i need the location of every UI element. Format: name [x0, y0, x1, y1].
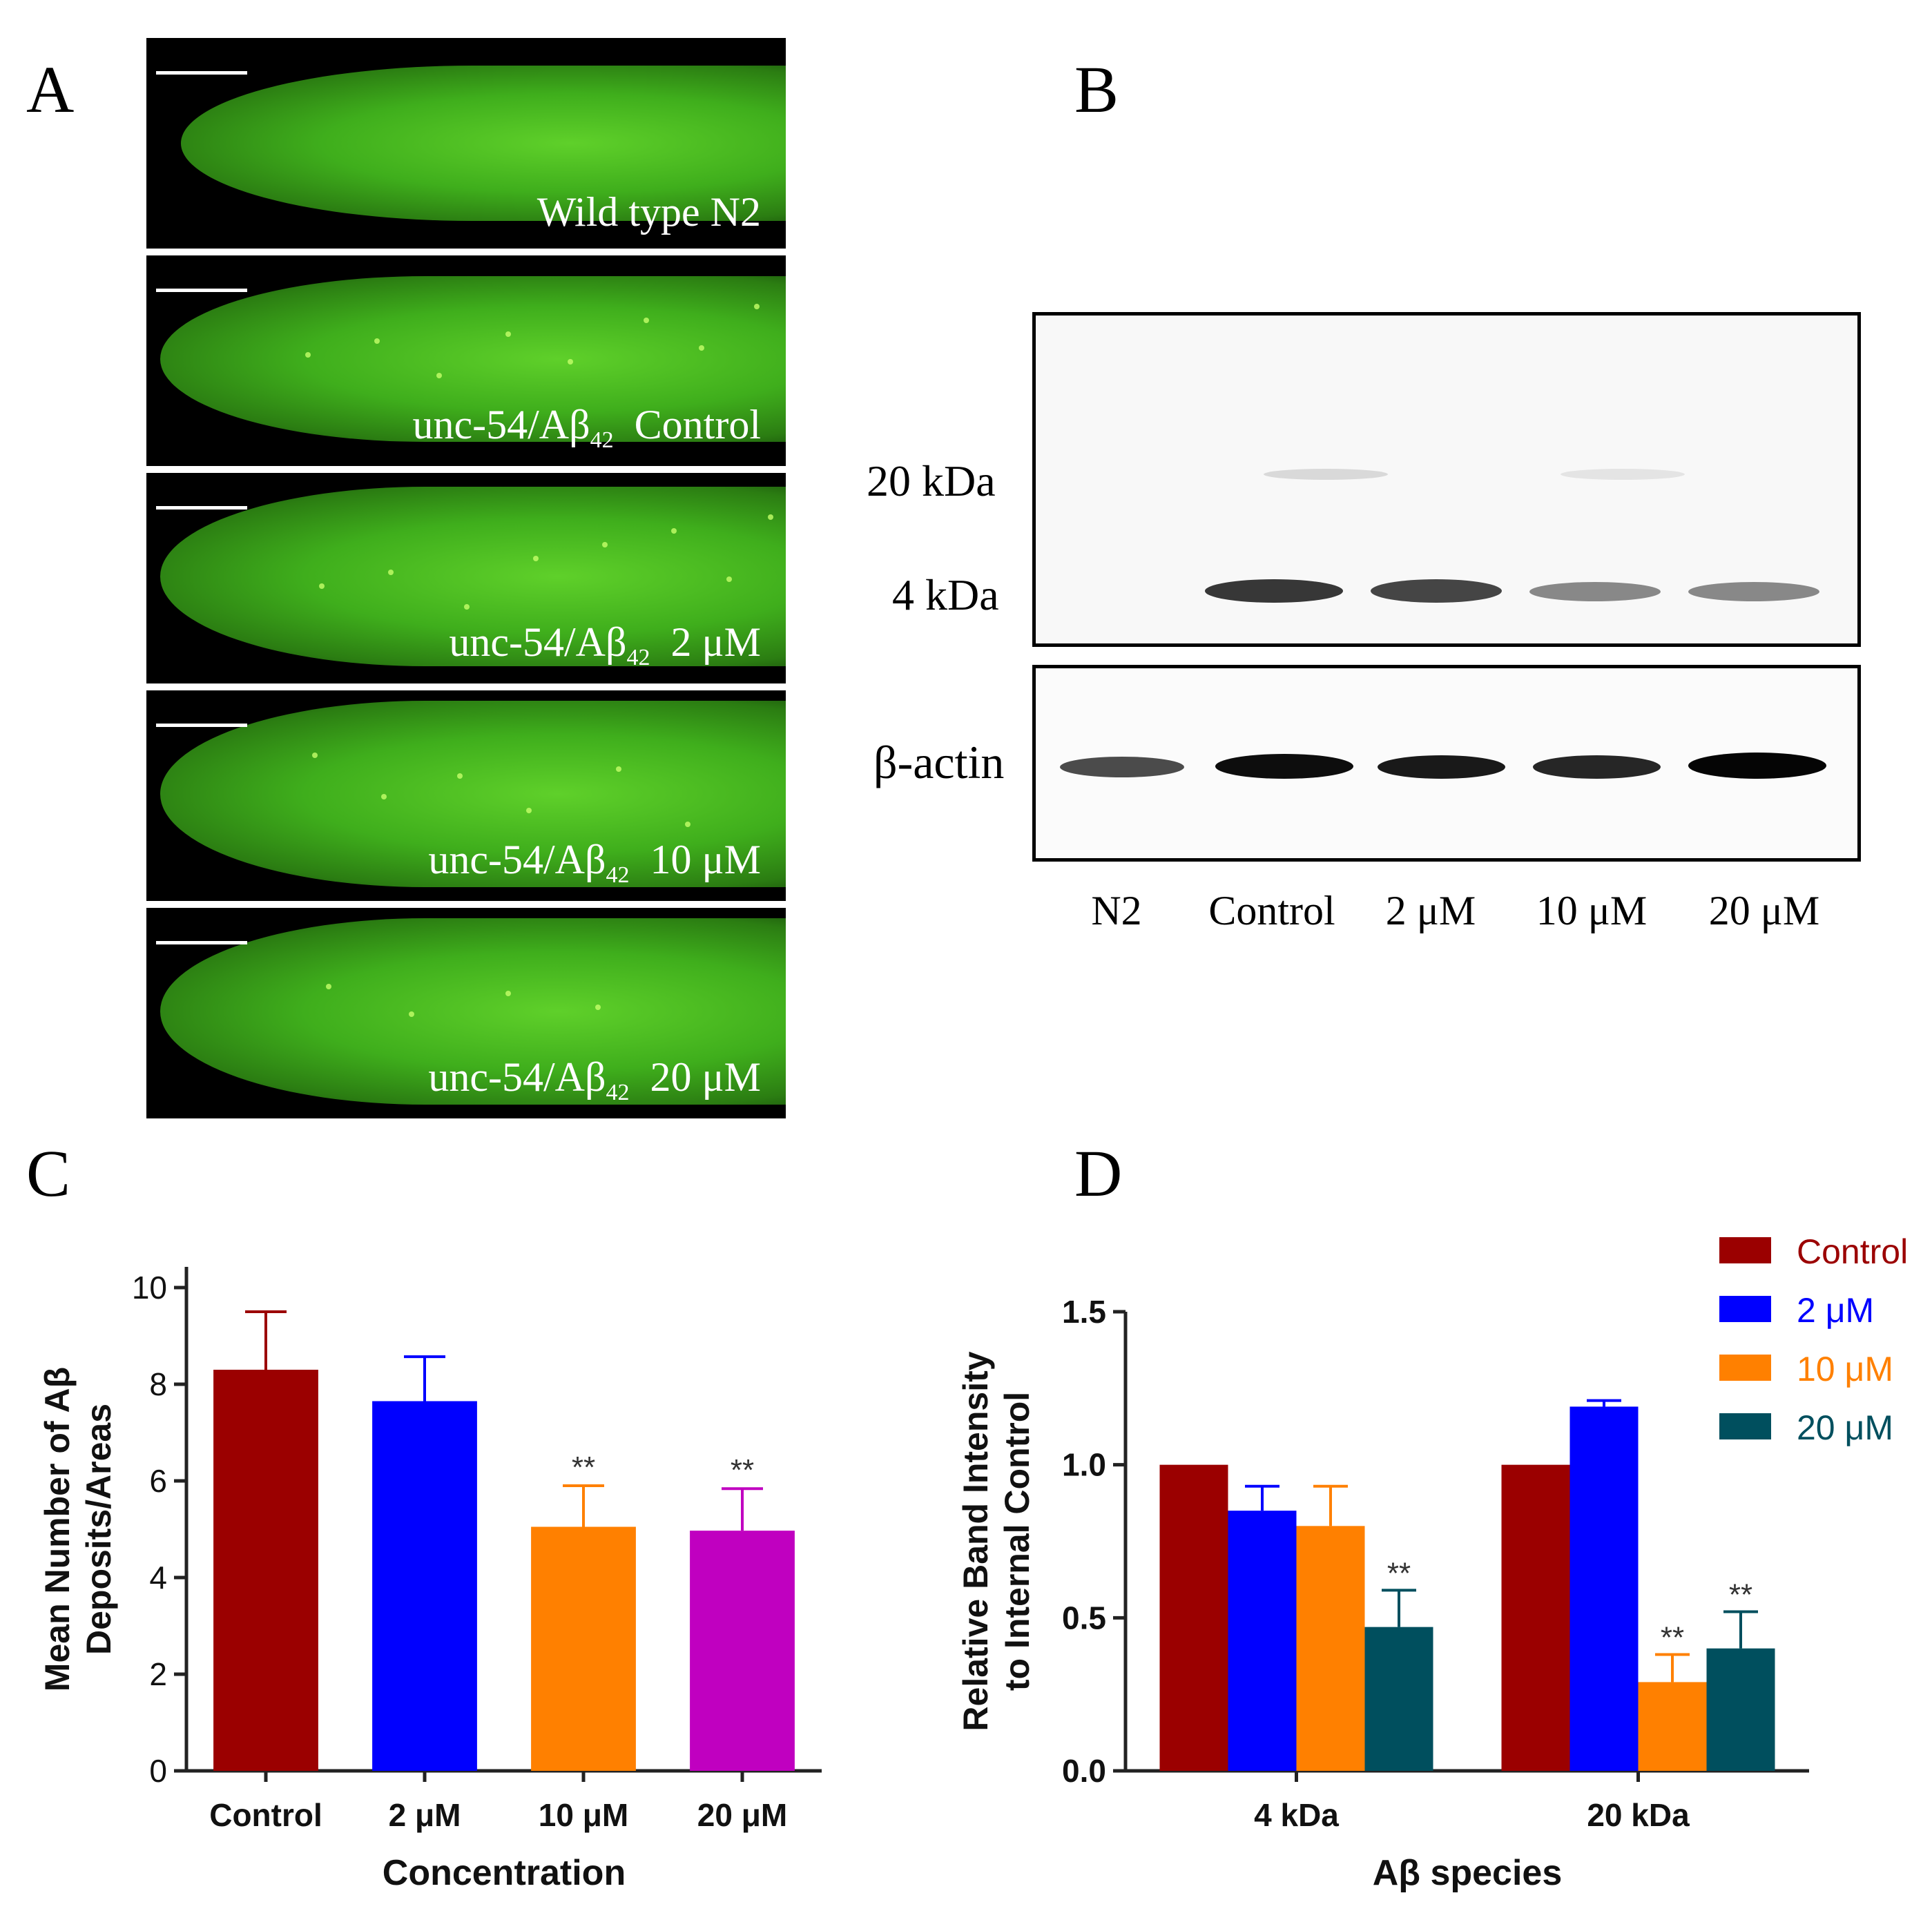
- scale-bar: [156, 71, 247, 75]
- y-tick-label: 0.5: [1062, 1600, 1106, 1636]
- lane-label: 2 μM: [1385, 888, 1476, 933]
- blot-abeta: [1032, 312, 1861, 647]
- marker-4kda-label: 4 kDa: [892, 570, 999, 619]
- blot-beta-actin: [1032, 665, 1861, 862]
- marker-20kda-label: 20 kDa: [867, 456, 996, 505]
- y-tick-label: 1.0: [1062, 1447, 1106, 1483]
- band-20kda: [1264, 469, 1388, 480]
- worm-image: [181, 66, 786, 221]
- x-tick-label: 20 μM: [697, 1797, 787, 1833]
- micrograph-2um: unc-54/Aβ42 2 μM: [146, 473, 786, 683]
- chart-c: 0 2 4 6 8 10 Control 2 μM 10 μM ** 20 μM ** Concentr…: [38, 1267, 822, 1893]
- significance-marker: **: [1661, 1621, 1684, 1655]
- x-tick-label: Control: [209, 1797, 322, 1833]
- bar: [1638, 1682, 1707, 1771]
- bar: [1501, 1464, 1570, 1771]
- band-actin: [1533, 755, 1661, 779]
- worm-image: [160, 276, 786, 442]
- bar: [1228, 1511, 1297, 1771]
- worm-image: [160, 487, 786, 666]
- panel-label-b: B: [1074, 52, 1119, 126]
- lane-label: Control: [1208, 888, 1335, 933]
- legend-swatch: [1719, 1237, 1771, 1263]
- bar: [372, 1401, 477, 1771]
- micrograph-caption: unc-54/Aβ42 Control: [412, 402, 761, 453]
- band-4kda: [1205, 579, 1343, 603]
- worm-image: [160, 918, 786, 1105]
- micrograph-caption: Wild type N2: [537, 189, 761, 235]
- lane-label: 10 μM: [1536, 888, 1648, 933]
- x-axis-title: Aβ species: [1373, 1853, 1563, 1893]
- bar: [1159, 1464, 1228, 1771]
- legend-label: 2 μM: [1797, 1291, 1874, 1330]
- band-4kda: [1371, 579, 1502, 603]
- legend-label: Control: [1797, 1232, 1908, 1271]
- band-actin: [1688, 753, 1826, 779]
- scale-bar: [156, 941, 247, 944]
- lane-label: 20 μM: [1708, 888, 1820, 933]
- x-axis-title: Concentration: [383, 1853, 626, 1893]
- micrograph-caption: unc-54/Aβ42 2 μM: [449, 619, 761, 670]
- legend-swatch: [1719, 1296, 1771, 1322]
- band-actin: [1060, 757, 1184, 777]
- bar: [1364, 1627, 1433, 1771]
- significance-marker: **: [1387, 1556, 1411, 1590]
- micrograph-caption: unc-54/Aβ42 10 μM: [428, 837, 761, 888]
- lane-label: N2: [1091, 888, 1142, 933]
- y-tick-label: 0.0: [1062, 1753, 1106, 1789]
- bar: [690, 1531, 795, 1771]
- legend-label: 20 μM: [1797, 1408, 1893, 1447]
- significance-marker: **: [1729, 1578, 1752, 1611]
- band-actin: [1215, 754, 1353, 779]
- y-tick-label: 6: [149, 1463, 167, 1499]
- chart-d: 0.0 0.5 1.0 1.5 ** 4 kDa ** ** 20 kDa Aβ species R…: [956, 1232, 1908, 1893]
- y-tick-label: 2: [149, 1656, 167, 1692]
- scale-bar: [156, 724, 247, 727]
- bar: [1296, 1526, 1365, 1771]
- scale-bar: [156, 289, 247, 292]
- y-axis-title: Deposits/Areas: [79, 1404, 118, 1655]
- worm-image: [160, 701, 786, 887]
- legend-swatch: [1719, 1355, 1771, 1381]
- scale-bar: [156, 506, 247, 510]
- panel-label-d: D: [1074, 1136, 1123, 1210]
- x-tick-label: 20 kDa: [1587, 1797, 1690, 1833]
- bar: [531, 1526, 636, 1771]
- micrograph-10um: unc-54/Aβ42 10 μM: [146, 690, 786, 901]
- y-tick-label: 10: [132, 1270, 167, 1306]
- band-actin: [1378, 755, 1505, 779]
- y-tick-label: 1.5: [1062, 1294, 1106, 1330]
- significance-marker: **: [572, 1451, 595, 1484]
- micrograph-control: unc-54/Aβ42 Control: [146, 255, 786, 466]
- x-tick-label: 10 μM: [539, 1797, 628, 1833]
- y-axis-title: Relative Band Intensity: [956, 1351, 995, 1731]
- panel-label-a: A: [26, 52, 75, 126]
- micrograph-wild-type: Wild type N2: [146, 38, 786, 249]
- micrograph-20um: unc-54/Aβ42 20 μM: [146, 908, 786, 1118]
- y-tick-label: 0: [149, 1753, 167, 1789]
- band-4kda: [1688, 582, 1819, 601]
- significance-marker: **: [731, 1453, 754, 1487]
- y-axis-title: Mean Number of Aβ: [38, 1367, 77, 1691]
- legend-label: 10 μM: [1797, 1350, 1893, 1388]
- y-axis-title: to Internal Control: [998, 1392, 1036, 1691]
- bar: [213, 1370, 318, 1771]
- band-20kda: [1561, 469, 1685, 480]
- y-tick-label: 4: [149, 1560, 167, 1595]
- micrograph-caption: unc-54/Aβ42 20 μM: [428, 1054, 761, 1105]
- panel-label-c: C: [26, 1136, 71, 1210]
- x-tick-label: 2 μM: [389, 1797, 461, 1833]
- bar: [1569, 1406, 1639, 1771]
- x-tick-label: 4 kDa: [1254, 1797, 1339, 1833]
- legend-swatch: [1719, 1413, 1771, 1439]
- band-4kda: [1529, 582, 1661, 601]
- beta-actin-label: β-actin: [873, 736, 1005, 788]
- bar: [1706, 1648, 1775, 1771]
- y-tick-label: 8: [149, 1366, 167, 1402]
